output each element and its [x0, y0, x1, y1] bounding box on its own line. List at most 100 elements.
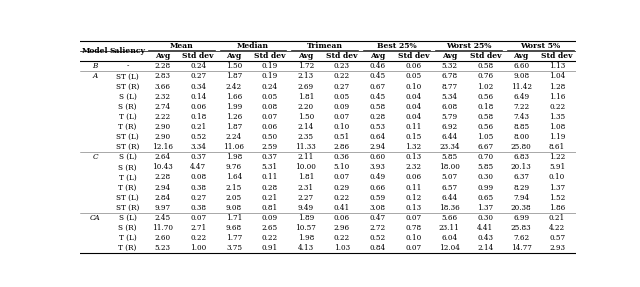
Text: 2.27: 2.27: [298, 194, 314, 202]
Text: Std dev: Std dev: [254, 52, 285, 60]
Text: 0.09: 0.09: [262, 214, 278, 222]
Text: 0.07: 0.07: [262, 113, 278, 121]
Text: Worst 25%: Worst 25%: [445, 42, 491, 50]
Text: 0.45: 0.45: [369, 93, 386, 101]
Text: 2.93: 2.93: [549, 244, 565, 252]
Text: 1.08: 1.08: [549, 123, 565, 131]
Text: 6.78: 6.78: [442, 72, 458, 80]
Text: 0.91: 0.91: [262, 244, 278, 252]
Text: Std dev: Std dev: [541, 52, 573, 60]
Text: 0.21: 0.21: [262, 194, 278, 202]
Text: 0.09: 0.09: [333, 103, 350, 111]
Text: 0.22: 0.22: [333, 234, 350, 242]
Text: Avg: Avg: [370, 52, 385, 60]
Text: 0.51: 0.51: [333, 133, 350, 141]
Text: 2.71: 2.71: [190, 224, 206, 232]
Text: 11.33: 11.33: [296, 143, 316, 151]
Text: 8.77: 8.77: [442, 83, 458, 90]
Text: 2.15: 2.15: [226, 184, 242, 191]
Text: ST (L): ST (L): [116, 194, 139, 202]
Text: T (R): T (R): [118, 184, 137, 191]
Text: S (R): S (R): [118, 163, 137, 171]
Text: 2.22: 2.22: [154, 113, 170, 121]
Text: 1.98: 1.98: [226, 153, 242, 161]
Text: 1.86: 1.86: [549, 204, 565, 212]
Text: 0.59: 0.59: [369, 194, 386, 202]
Text: 1.37: 1.37: [477, 204, 493, 212]
Text: 0.84: 0.84: [369, 244, 386, 252]
Text: Std dev: Std dev: [397, 52, 429, 60]
Text: 3.66: 3.66: [154, 83, 170, 90]
Text: 0.06: 0.06: [405, 62, 422, 70]
Text: 0.10: 0.10: [549, 173, 565, 181]
Text: 2.83: 2.83: [154, 72, 170, 80]
Text: 0.06: 0.06: [262, 123, 278, 131]
Text: 0.65: 0.65: [477, 194, 493, 202]
Text: 1.81: 1.81: [298, 93, 314, 101]
Text: 25.80: 25.80: [511, 143, 532, 151]
Text: 4.13: 4.13: [298, 244, 314, 252]
Text: 1.02: 1.02: [477, 83, 493, 90]
Text: 5.79: 5.79: [442, 113, 458, 121]
Text: 0.18: 0.18: [477, 103, 493, 111]
Text: 2.14: 2.14: [477, 244, 493, 252]
Text: 23.11: 23.11: [439, 224, 460, 232]
Text: 2.94: 2.94: [369, 143, 386, 151]
Text: 1.98: 1.98: [298, 234, 314, 242]
Text: Worst 5%: Worst 5%: [520, 42, 560, 50]
Text: 0.14: 0.14: [190, 93, 206, 101]
Text: 4.22: 4.22: [549, 224, 565, 232]
Text: 2.94: 2.94: [154, 184, 170, 191]
Text: 2.90: 2.90: [154, 133, 170, 141]
Text: 0.06: 0.06: [190, 103, 206, 111]
Text: 0.28: 0.28: [262, 184, 278, 191]
Text: 0.34: 0.34: [190, 83, 206, 90]
Text: 2.59: 2.59: [262, 143, 278, 151]
Text: 2.05: 2.05: [226, 194, 242, 202]
Text: 0.22: 0.22: [333, 72, 350, 80]
Text: 0.05: 0.05: [405, 72, 422, 80]
Text: 1.77: 1.77: [226, 234, 242, 242]
Text: Avg: Avg: [227, 52, 242, 60]
Text: 10.57: 10.57: [296, 224, 316, 232]
Text: Model: Model: [82, 47, 108, 55]
Text: 0.36: 0.36: [333, 153, 349, 161]
Text: 6.67: 6.67: [477, 143, 493, 151]
Text: 1.05: 1.05: [477, 133, 493, 141]
Text: 0.07: 0.07: [405, 214, 422, 222]
Text: 1.66: 1.66: [226, 93, 242, 101]
Text: 5.07: 5.07: [442, 173, 458, 181]
Text: 2.13: 2.13: [298, 72, 314, 80]
Text: 0.70: 0.70: [477, 153, 493, 161]
Text: 0.49: 0.49: [369, 173, 386, 181]
Text: 0.15: 0.15: [405, 133, 422, 141]
Text: 0.43: 0.43: [477, 234, 493, 242]
Text: 12.04: 12.04: [439, 244, 460, 252]
Text: 12.16: 12.16: [152, 143, 173, 151]
Text: Avg: Avg: [298, 52, 314, 60]
Text: 0.04: 0.04: [405, 93, 422, 101]
Text: 0.45: 0.45: [369, 72, 386, 80]
Text: 6.57: 6.57: [442, 184, 458, 191]
Text: 11.70: 11.70: [152, 224, 173, 232]
Text: ST (L): ST (L): [116, 133, 139, 141]
Text: 0.58: 0.58: [477, 113, 493, 121]
Text: 8.00: 8.00: [513, 133, 529, 141]
Text: 0.07: 0.07: [333, 173, 350, 181]
Text: Std dev: Std dev: [326, 52, 358, 60]
Text: 3.34: 3.34: [190, 143, 206, 151]
Text: 0.18: 0.18: [190, 113, 206, 121]
Text: 1.19: 1.19: [549, 133, 565, 141]
Text: 0.46: 0.46: [369, 62, 386, 70]
Text: 0.11: 0.11: [405, 184, 422, 191]
Text: 2.28: 2.28: [154, 62, 170, 70]
Text: 5.85: 5.85: [442, 153, 458, 161]
Text: 1.72: 1.72: [298, 62, 314, 70]
Text: 2.28: 2.28: [154, 173, 170, 181]
Text: S (R): S (R): [118, 103, 137, 111]
Text: 0.13: 0.13: [405, 153, 422, 161]
Text: S (L): S (L): [118, 153, 136, 161]
Text: 0.58: 0.58: [477, 62, 493, 70]
Text: 0.08: 0.08: [190, 173, 206, 181]
Text: 1.16: 1.16: [549, 93, 565, 101]
